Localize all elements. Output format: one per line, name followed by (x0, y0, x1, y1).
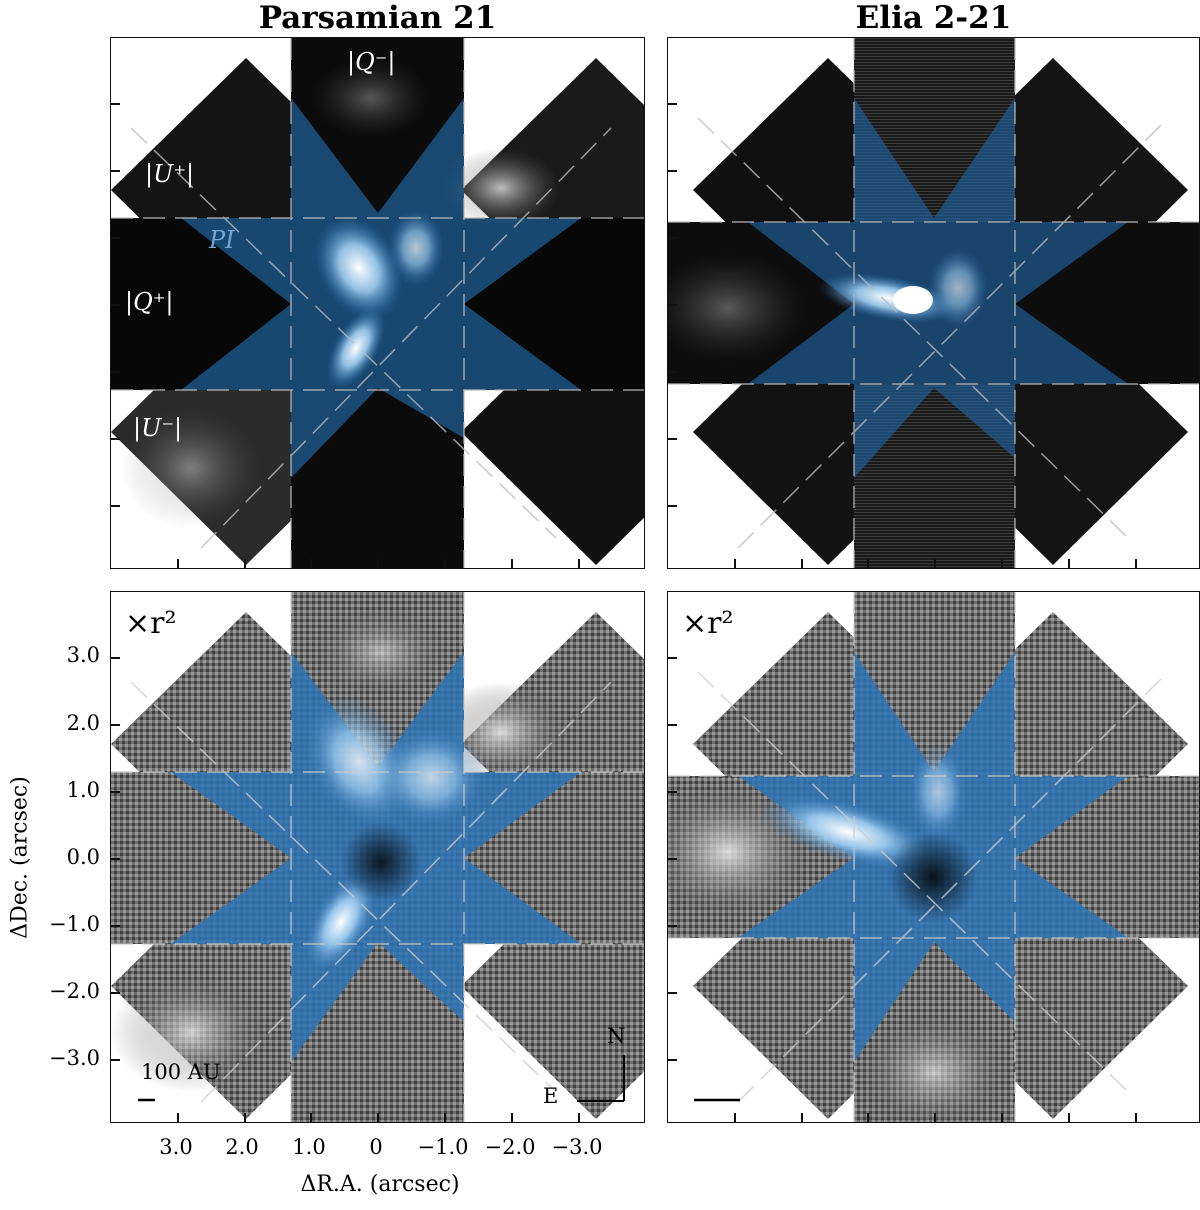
ytick-mark (667, 657, 677, 659)
ytick-mark (667, 103, 677, 105)
ytick-label-3: 0.0 (66, 845, 100, 869)
xtick-label-6: −3.0 (551, 1135, 603, 1159)
title-elia2-21: Elia 2-21 (855, 0, 1012, 36)
xtick-mark (377, 1113, 379, 1123)
ytick-mark (667, 724, 677, 726)
scale-bar-label: 100 AU (141, 1060, 221, 1084)
ytick-mark (110, 304, 120, 306)
ytick-label-1: 2.0 (66, 711, 100, 735)
panel-bottom-right: ×r² (667, 591, 1200, 1123)
label-q-plus: |Q⁺| (125, 288, 174, 316)
xtick-mark (578, 559, 580, 569)
xtick-mark (511, 559, 513, 569)
ytick-mark (667, 925, 677, 927)
ytick-mark (667, 304, 677, 306)
ytick-mark (110, 657, 120, 659)
image-top-left (111, 38, 644, 568)
ytick-mark (667, 1059, 677, 1061)
xtick-mark (310, 1113, 312, 1123)
xtick-label-0: 3.0 (159, 1135, 193, 1159)
image-bottom-right (668, 592, 1199, 1122)
xtick-label-5: −2.0 (484, 1135, 536, 1159)
xtick-mark (1001, 1113, 1003, 1123)
panel-bottom-left: ×r² 100 AU N E (110, 591, 645, 1123)
panel-top-right (667, 37, 1200, 569)
xtick-mark (511, 1113, 513, 1123)
xtick-mark (934, 1113, 936, 1123)
xtick-mark (734, 559, 736, 569)
ytick-mark (667, 438, 677, 440)
ytick-label-0: 3.0 (66, 643, 100, 667)
compass-east: E (543, 1084, 559, 1108)
xtick-label-1: 2.0 (225, 1135, 259, 1159)
title-parsamian21: Parsamian 21 (258, 0, 497, 36)
ytick-mark (110, 505, 120, 507)
ytick-mark (110, 925, 120, 927)
ytick-mark (110, 237, 120, 239)
xtick-mark (734, 1113, 736, 1123)
xtick-mark (934, 559, 936, 569)
label-u-minus: |U⁻| (133, 414, 183, 442)
xtick-label-2: 1.0 (292, 1135, 326, 1159)
xtick-mark (444, 559, 446, 569)
xtick-mark (1068, 559, 1070, 569)
xtick-mark (177, 1113, 179, 1123)
xtick-mark (801, 559, 803, 569)
ytick-mark (110, 170, 120, 172)
ytick-mark (110, 1059, 120, 1061)
ytick-mark (110, 791, 120, 793)
ytick-mark (667, 237, 677, 239)
xtick-mark (867, 1113, 869, 1123)
label-r2-left: ×r² (125, 606, 177, 641)
ytick-label-4: −1.0 (49, 912, 100, 936)
label-r2-right: ×r² (682, 606, 734, 641)
y-axis-title: ΔDec. (arcsec) (7, 776, 33, 939)
xtick-mark (1135, 559, 1137, 569)
xtick-mark (377, 559, 379, 569)
xtick-mark (801, 1113, 803, 1123)
ytick-mark (110, 371, 120, 373)
xtick-mark (177, 559, 179, 569)
xtick-label-3: 0 (369, 1135, 383, 1159)
image-top-right (668, 38, 1199, 568)
label-q-minus: |Q⁻| (347, 48, 396, 76)
x-axis-title: ΔR.A. (arcsec) (300, 1172, 460, 1197)
ytick-mark (667, 992, 677, 994)
ytick-label-2: 1.0 (66, 778, 100, 802)
xtick-mark (444, 1113, 446, 1123)
xtick-mark (867, 559, 869, 569)
panel-top-left: |Q⁻| |U⁺| PI |Q⁺| |U⁻| (110, 37, 645, 569)
xtick-mark (1135, 1113, 1137, 1123)
label-u-plus: |U⁺| (145, 160, 195, 188)
ytick-mark (667, 170, 677, 172)
ytick-label-6: −3.0 (49, 1046, 100, 1070)
ytick-mark (110, 724, 120, 726)
xtick-mark (244, 1113, 246, 1123)
ytick-mark (110, 103, 120, 105)
xtick-mark (244, 559, 246, 569)
ytick-mark (110, 858, 120, 860)
label-pi: PI (209, 226, 235, 254)
xtick-mark (1001, 559, 1003, 569)
ytick-mark (667, 371, 677, 373)
ytick-mark (667, 791, 677, 793)
compass-north: N (607, 1024, 626, 1048)
xtick-mark (310, 559, 312, 569)
ytick-mark (110, 438, 120, 440)
ytick-label-5: −2.0 (49, 979, 100, 1003)
ytick-mark (667, 505, 677, 507)
xtick-mark (1068, 1113, 1070, 1123)
image-bottom-left (111, 592, 644, 1122)
xtick-label-4: −1.0 (417, 1135, 469, 1159)
xtick-mark (578, 1113, 580, 1123)
ytick-mark (110, 992, 120, 994)
ytick-mark (667, 858, 677, 860)
